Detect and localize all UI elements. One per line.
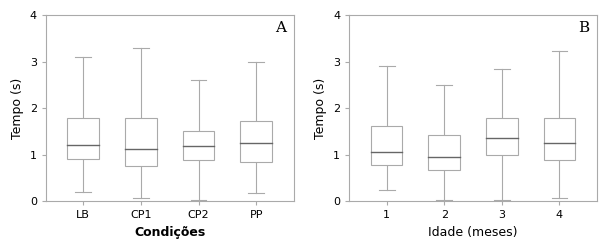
Text: B: B <box>578 21 589 35</box>
Bar <box>125 118 157 166</box>
Y-axis label: Tempo (s): Tempo (s) <box>11 78 24 139</box>
Y-axis label: Tempo (s): Tempo (s) <box>314 78 328 139</box>
Bar <box>67 118 99 160</box>
Bar <box>240 121 272 162</box>
Bar <box>182 132 215 160</box>
Bar <box>429 135 460 170</box>
Bar <box>486 118 517 155</box>
X-axis label: Condições: Condições <box>134 226 206 239</box>
Text: A: A <box>275 21 286 35</box>
Bar <box>544 118 575 160</box>
X-axis label: Idade (meses): Idade (meses) <box>428 226 518 239</box>
Bar <box>371 126 402 165</box>
